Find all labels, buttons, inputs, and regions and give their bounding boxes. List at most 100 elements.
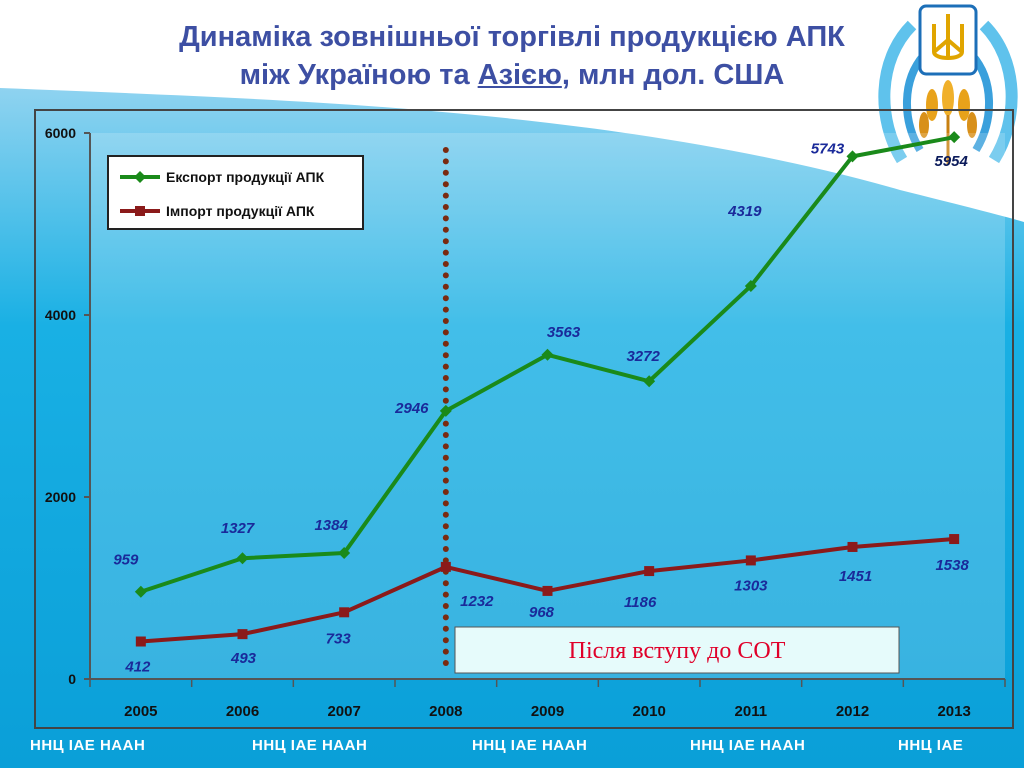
x-tick-label: 2008 <box>429 703 462 720</box>
wto-marker-dot <box>442 226 449 233</box>
wto-marker-dot <box>442 648 449 655</box>
footer-label: ННЦ ІАЕ НААН <box>30 737 146 754</box>
wto-marker-dot <box>442 477 449 484</box>
wto-marker-dot <box>442 306 449 313</box>
data-label: 3272 <box>626 348 660 365</box>
wto-marker-dot <box>442 363 449 370</box>
data-point <box>541 348 554 361</box>
wto-marker-dot <box>442 329 449 336</box>
data-point <box>439 404 452 417</box>
legend-marker <box>134 171 146 183</box>
annotation-text: Після вступу до СОТ <box>569 638 786 664</box>
x-tick-label: 2010 <box>632 703 665 720</box>
footer-bar: ННЦ ІАЕ НААН ННЦ ІАЕ НААН ННЦ ІАЕ НААН Н… <box>0 737 1024 759</box>
wto-marker-dot <box>442 637 449 644</box>
data-label: 1327 <box>221 520 255 537</box>
data-label: 412 <box>124 659 151 676</box>
slide-title: Динаміка зовнішньої торгівлі продукцією … <box>0 18 1024 94</box>
wto-marker-dot <box>442 238 449 245</box>
x-tick-label: 2007 <box>327 703 360 720</box>
wto-marker-dot <box>442 523 449 530</box>
title-region-link: Азією <box>477 59 562 91</box>
data-label: 1451 <box>839 568 872 585</box>
data-point <box>135 636 146 647</box>
data-point <box>236 552 249 565</box>
wto-marker-dot <box>442 466 449 473</box>
legend-label: Експорт продукції АПК <box>166 169 325 185</box>
footer-label: ННЦ ІАЕ НААН <box>252 737 368 754</box>
chart-frame <box>34 109 1014 729</box>
wto-marker-dot <box>442 443 449 450</box>
data-point <box>948 131 961 144</box>
data-label: 2946 <box>394 400 429 417</box>
x-tick-label: 2011 <box>735 703 768 720</box>
data-label: 1538 <box>935 557 969 574</box>
data-point <box>744 279 757 292</box>
legend-box <box>107 155 364 230</box>
wto-marker-dot <box>442 625 449 632</box>
y-tick-label: 0 <box>68 671 76 687</box>
data-label: 1303 <box>734 577 768 594</box>
wto-marker-dot <box>442 397 449 404</box>
data-label: 1186 <box>624 594 657 611</box>
wto-marker-dot <box>442 454 449 461</box>
annotation-box <box>454 626 900 674</box>
wto-marker-dot <box>442 340 449 347</box>
wto-marker-dot <box>442 283 449 290</box>
data-point <box>134 585 147 598</box>
data-point <box>237 629 248 640</box>
wto-marker-dot <box>442 147 449 153</box>
data-label: 733 <box>326 630 352 647</box>
x-tick-label: 2009 <box>531 703 564 720</box>
title-line-1: Динаміка зовнішньої торгівлі продукцією … <box>179 21 845 53</box>
data-label: 1384 <box>314 517 348 534</box>
y-tick-label: 2000 <box>45 489 76 505</box>
data-point <box>339 607 350 618</box>
wto-marker-dot <box>442 204 449 210</box>
data-point <box>949 534 960 545</box>
wto-marker-dot <box>442 215 449 222</box>
x-tick-label: 2005 <box>124 703 157 720</box>
x-tick-label: 2006 <box>226 703 259 720</box>
title-line-2-suffix: , млн дол. США <box>561 59 785 91</box>
wto-marker-dot <box>442 420 449 427</box>
wto-marker-dot <box>442 169 449 176</box>
wto-marker-dot <box>442 261 449 267</box>
data-label: 968 <box>529 604 555 621</box>
data-label: 5954 <box>934 153 968 170</box>
data-point <box>440 561 451 572</box>
footer-label: ННЦ ІАЕ НААН <box>690 737 806 754</box>
wto-marker-dot <box>442 295 449 302</box>
wto-marker-dot <box>442 181 449 188</box>
data-point <box>846 150 859 163</box>
footer-label: ННЦ ІАЕ <box>898 737 964 754</box>
wto-marker-dot <box>442 500 449 507</box>
wto-marker-dot <box>442 603 449 609</box>
wto-marker-dot <box>442 432 449 438</box>
data-point <box>847 541 858 552</box>
y-tick-label: 4000 <box>45 307 76 323</box>
data-point <box>338 547 351 560</box>
emblem-logo <box>878 4 1018 165</box>
legend-label: Імпорт продукції АПК <box>166 203 315 219</box>
title-line-2-prefix: між Україною та <box>239 59 478 91</box>
data-point <box>643 375 656 388</box>
wto-marker-dot <box>442 546 449 552</box>
wto-marker-dot <box>442 352 449 359</box>
data-label: 3563 <box>547 324 581 341</box>
wto-marker-dot <box>442 660 449 666</box>
footer-label: ННЦ ІАЕ НААН <box>472 737 588 754</box>
data-label: 5743 <box>811 140 845 157</box>
wto-marker-dot <box>442 534 449 541</box>
data-label: 4319 <box>727 203 762 220</box>
wto-marker-dot <box>442 511 449 518</box>
wto-marker-dot <box>442 591 449 598</box>
data-label: 493 <box>230 650 257 667</box>
title-line-2: між Україною та Азією, млн дол. США <box>0 56 1024 94</box>
data-point <box>745 555 756 566</box>
data-point <box>542 585 553 596</box>
wto-marker-dot <box>442 580 449 587</box>
x-tick-label: 2013 <box>937 703 970 720</box>
